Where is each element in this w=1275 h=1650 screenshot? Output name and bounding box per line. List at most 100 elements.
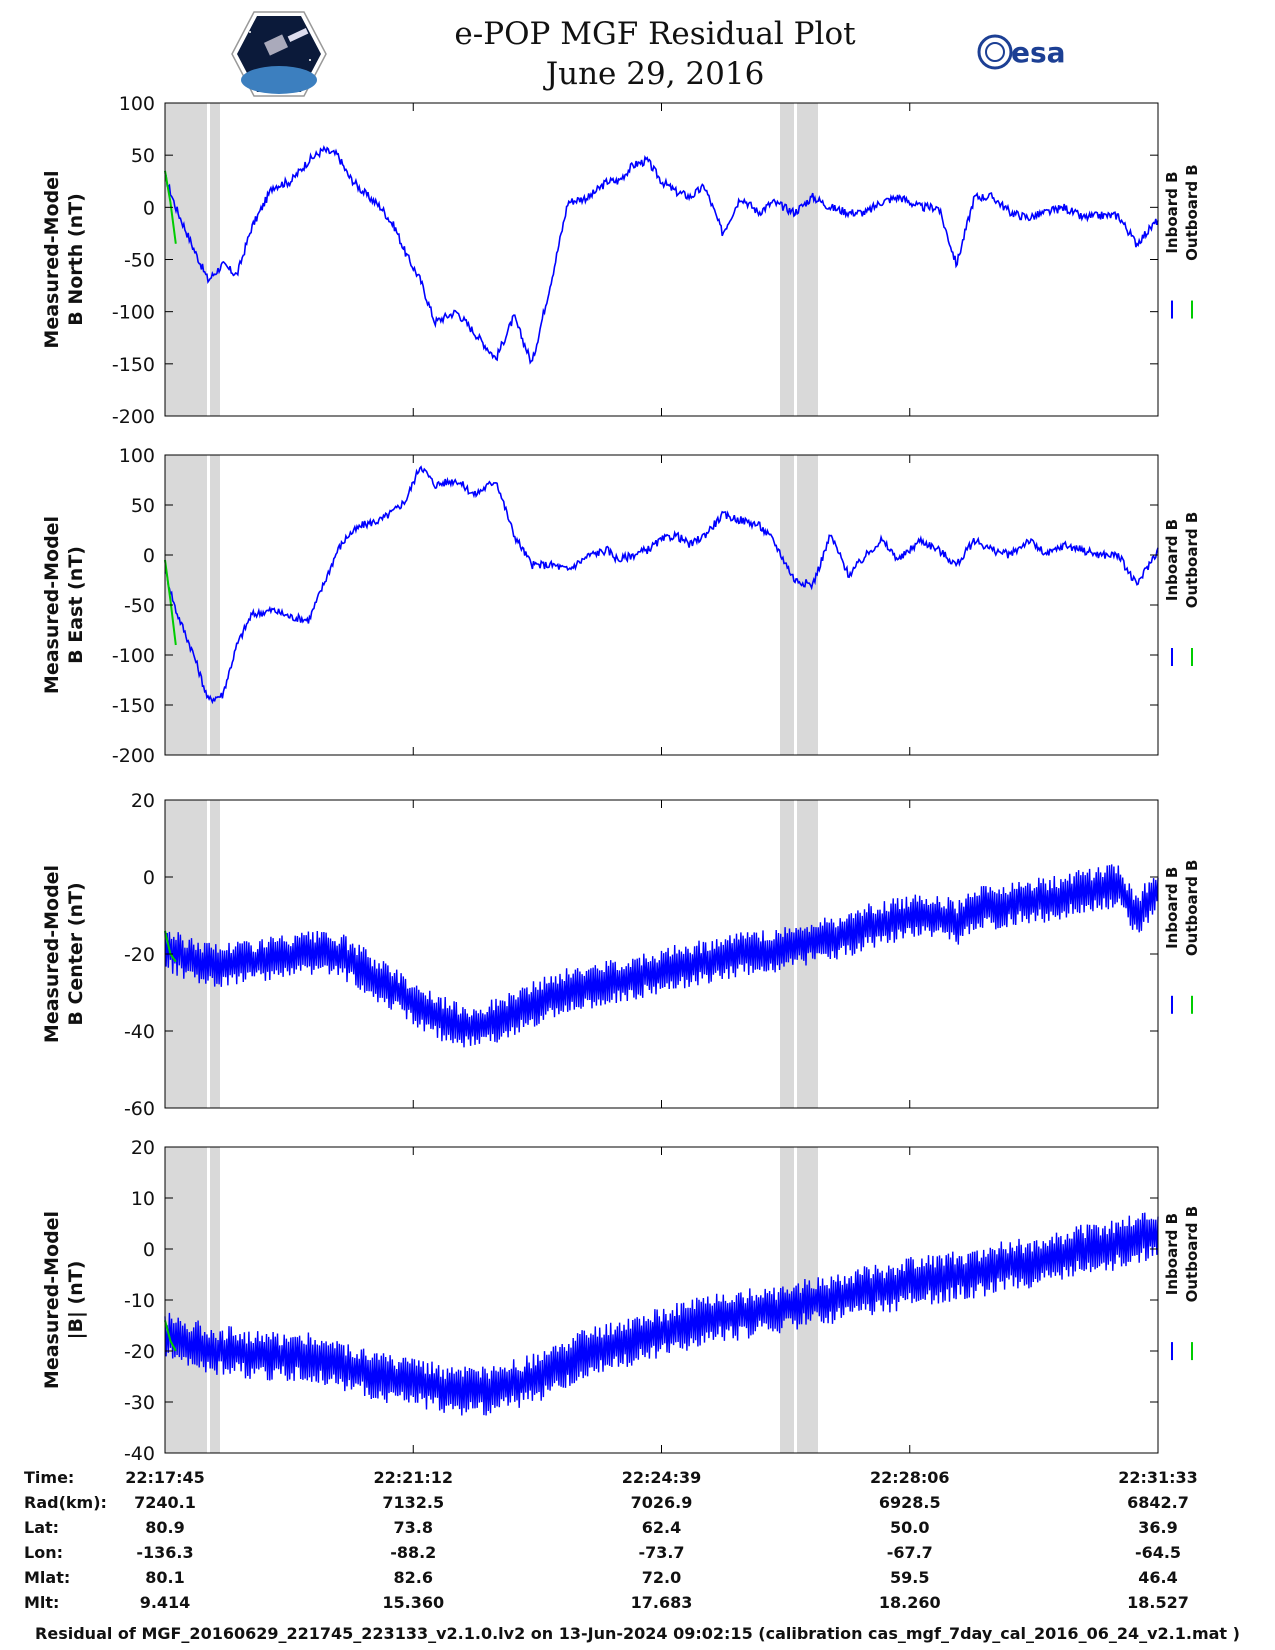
y-tick-label: 100 <box>119 93 155 115</box>
ephemeris-cell: 72.0 <box>641 1568 682 1587</box>
y-tick-label: -100 <box>112 302 155 324</box>
ephemeris-row-label: Mlat: <box>24 1568 71 1587</box>
ephemeris-cell: 22:17:45 <box>125 1468 205 1487</box>
y-tick-label: 0 <box>143 197 155 219</box>
data-gap-band <box>210 103 220 416</box>
ephemeris-cell: 22:28:06 <box>869 1468 950 1487</box>
ephemeris-cell: 7132.5 <box>382 1493 445 1512</box>
outboard-series-line <box>164 1320 177 1352</box>
ephemeris-cell: 82.6 <box>393 1568 433 1587</box>
y-tick-label: -40 <box>124 1021 155 1043</box>
y-tick-label: 50 <box>131 495 155 517</box>
y-tick-label: -100 <box>112 645 155 667</box>
ephemeris-cell: 22:21:12 <box>373 1468 454 1487</box>
chart-title: e-POP MGF Residual Plot <box>454 16 856 52</box>
ephemeris-table: Time: 22:17:45 22:21:12 22:24:39 22:28:06 22:… <box>0 1468 1275 1618</box>
ephemeris-cell: 6842.7 <box>1127 1493 1189 1512</box>
y-tick-label: 0 <box>143 545 155 567</box>
ephemeris-cell: 7026.9 <box>630 1493 693 1512</box>
ephemeris-row-label: Lat: <box>24 1518 60 1537</box>
y-tick-label: 10 <box>131 1188 155 1210</box>
data-gap-band <box>797 455 818 755</box>
y-tick-label: -150 <box>112 354 155 376</box>
legend-inboard-label: Inboard B <box>1163 171 1181 253</box>
legend-inboard-label: Inboard B <box>1163 519 1181 601</box>
outboard-series-line <box>164 559 177 646</box>
data-gap-band <box>797 800 818 1108</box>
inboard-series-line <box>164 1212 1159 1416</box>
legend-inboard-label: Inboard B <box>1163 1213 1181 1295</box>
inboard-series-line <box>164 145 1159 365</box>
ephemeris-cell: 15.360 <box>382 1593 445 1612</box>
y-axis-label: Measured-Model <box>41 865 63 1043</box>
data-gap-band <box>210 1147 220 1453</box>
y-tick-label: -150 <box>112 695 155 717</box>
ephemeris-cell: 18.527 <box>1127 1593 1189 1612</box>
y-axis-label: Measured-Model <box>41 516 63 694</box>
plot-frame <box>164 102 1159 417</box>
y-axis-label: B North (nT) <box>65 193 87 326</box>
footer-caption: Residual of MGF_20160629_221745_223133_v… <box>35 1624 1240 1643</box>
legend-inboard-label: Inboard B <box>1163 867 1181 949</box>
y-tick-label: -200 <box>112 406 155 428</box>
legend-outboard-label: Outboard B <box>1183 860 1201 957</box>
data-gap-band <box>797 103 818 416</box>
ephemeris-cell: 73.8 <box>393 1518 433 1537</box>
ephemeris-row-label: Lon: <box>24 1543 63 1562</box>
y-tick-label: -50 <box>124 250 155 272</box>
ephemeris-cell: 9.414 <box>139 1593 191 1612</box>
y-axis-label: B Center (nT) <box>65 882 87 1025</box>
ephemeris-row-label: Rad(km): <box>24 1493 107 1512</box>
y-tick-label: -30 <box>124 1392 155 1414</box>
ephemeris-cell: -64.5 <box>1134 1543 1182 1562</box>
ephemeris-row: Lon: -136.3 -88.2 -73.7 -67.7 -64.5 <box>0 1543 1275 1567</box>
inboard-series-line <box>164 465 1159 705</box>
panel-3: 20 0 -20 -40 -60 Measured-Model B Center (nT) I… <box>41 790 1201 1120</box>
ephemeris-cell: 7240.1 <box>134 1493 196 1512</box>
y-tick-label: 50 <box>131 145 155 167</box>
y-tick-label: -60 <box>124 1098 155 1120</box>
ephemeris-row: Mlt: 9.414 15.360 17.683 18.260 18.527 <box>0 1593 1275 1617</box>
panel-4: 20 10 0 -10 -20 -30 -40 Measured-Model |B| (nT) I… <box>41 1137 1201 1465</box>
y-tick-label: -40 <box>124 1443 155 1465</box>
legend-outboard-label: Outboard B <box>1183 164 1201 261</box>
y-axis-label: |B| (nT) <box>65 1261 87 1340</box>
ephemeris-cell: -88.2 <box>390 1543 437 1562</box>
esa-logo-text: esa <box>1011 36 1066 69</box>
chart-date: June 29, 2016 <box>545 56 765 92</box>
ephemeris-row: Rad(km): 7240.1 7132.5 7026.9 6928.5 6842.7 <box>0 1493 1275 1517</box>
cassiope-logo <box>231 11 327 97</box>
ephemeris-cell: 80.9 <box>145 1518 185 1537</box>
y-tick-label: -20 <box>124 1341 155 1363</box>
panel-1: 100 50 0 -50 -100 -150 -200 Measured-Model B Nor… <box>41 93 1201 428</box>
ephemeris-cell: -136.3 <box>136 1543 194 1562</box>
y-tick-label: 20 <box>131 1137 155 1159</box>
ephemeris-cell: 18.260 <box>878 1593 941 1612</box>
panel-2: 100 50 0 -50 -100 -150 -200 Measured-Model B Eas… <box>41 445 1201 767</box>
ephemeris-row: Time: 22:17:45 22:21:12 22:24:39 22:28:06 22:… <box>0 1468 1275 1492</box>
ephemeris-cell: 50.0 <box>890 1518 930 1537</box>
ephemeris-row: Lat: 80.9 73.8 62.4 50.0 36.9 <box>0 1518 1275 1542</box>
y-tick-label: -20 <box>124 944 155 966</box>
ephemeris-cell: 17.683 <box>630 1593 693 1612</box>
ephemeris-cell: 36.9 <box>1138 1518 1178 1537</box>
y-tick-label: 0 <box>143 867 155 889</box>
data-gap-band <box>210 455 220 755</box>
y-axis-label: B East (nT) <box>65 546 87 664</box>
ephemeris-cell: 80.1 <box>145 1568 185 1587</box>
data-gap-band <box>780 103 794 416</box>
inboard-series-line <box>164 864 1159 1048</box>
plot-frame <box>164 1146 1159 1454</box>
y-axis-label: Measured-Model <box>41 1211 63 1389</box>
ephemeris-row-label: Mlt: <box>24 1593 60 1612</box>
ephemeris-cell: 59.5 <box>890 1568 930 1587</box>
outboard-series-line <box>164 170 177 244</box>
ephemeris-cell: 22:24:39 <box>621 1468 702 1487</box>
y-tick-label: 0 <box>143 1239 155 1261</box>
legend-outboard-label: Outboard B <box>1183 1206 1201 1303</box>
ephemeris-row: Mlat: 80.1 82.6 72.0 59.5 46.4 <box>0 1568 1275 1592</box>
y-tick-label: -200 <box>112 745 155 767</box>
data-gap-band <box>780 455 794 755</box>
ephemeris-cell: 62.4 <box>641 1518 682 1537</box>
